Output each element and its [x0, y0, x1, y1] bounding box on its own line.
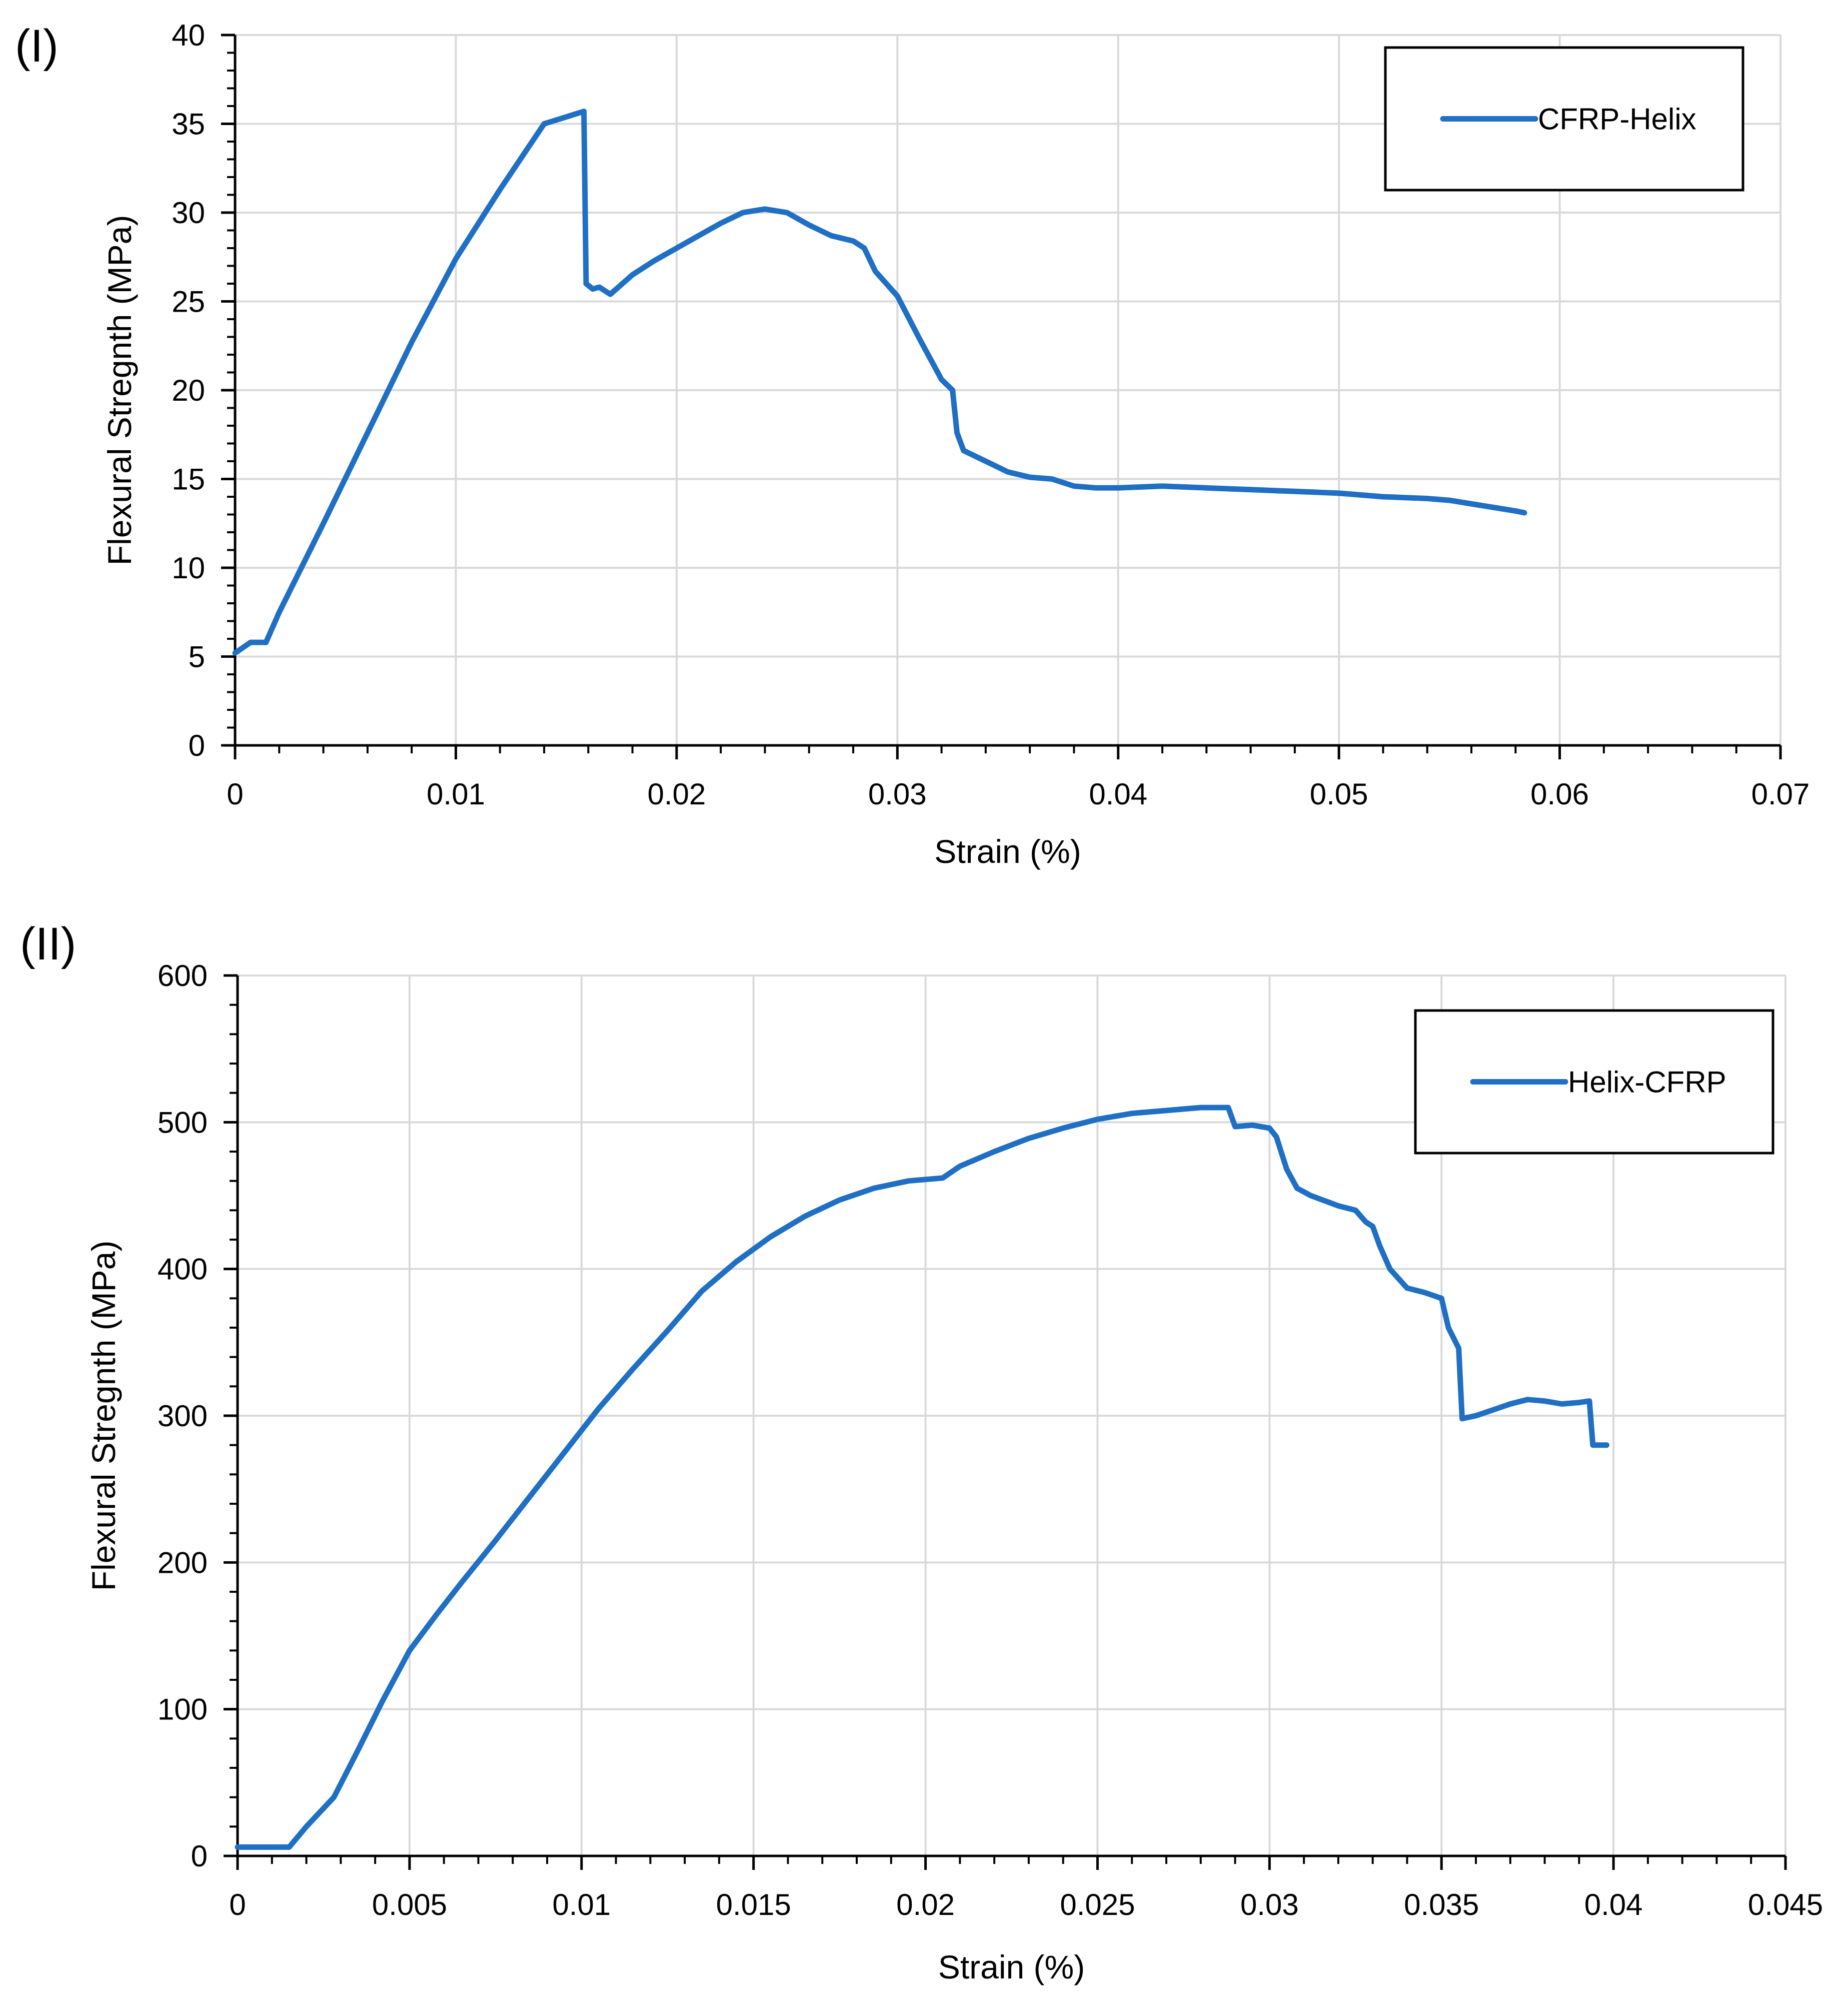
- x-tick-label: 0.05: [1310, 777, 1368, 811]
- x-tick-label: 0.01: [552, 1888, 611, 1921]
- panel-label-i: (I): [15, 21, 59, 72]
- y-tick-label: 25: [172, 285, 205, 319]
- x-tick-label: 0.04: [1089, 777, 1147, 811]
- x-tick-label: 0.025: [1060, 1888, 1135, 1921]
- x-tick-label: 0.06: [1530, 777, 1589, 811]
- x-tick-label: 0.03: [868, 777, 927, 811]
- y-tick-label: 10: [172, 551, 205, 585]
- series-line: [232, 109, 1527, 656]
- y-tick-label: 100: [158, 1693, 208, 1726]
- y-tick-label: 200: [158, 1546, 208, 1579]
- y-tick-label: 35: [172, 108, 205, 141]
- x-axis-title: Strain (%): [938, 1948, 1085, 1985]
- x-tick-label: 0.02: [896, 1888, 955, 1921]
- x-tick-label: 0: [227, 777, 243, 811]
- y-tick-label: 0: [191, 1839, 208, 1873]
- y-tick-label: 500: [158, 1106, 208, 1139]
- y-tick-label: 600: [158, 959, 208, 992]
- y-axis-title: Flexural Stregnth (MPa): [85, 1241, 122, 1591]
- x-tick-label: 0.005: [372, 1888, 447, 1921]
- x-tick-label: 0.035: [1404, 1888, 1479, 1921]
- y-tick-label: 300: [158, 1399, 208, 1433]
- x-tick-label: 0.03: [1240, 1888, 1299, 1921]
- y-tick-label: 5: [189, 640, 205, 674]
- x-axis-title: Strain (%): [934, 833, 1081, 870]
- y-tick-label: 0: [189, 729, 205, 762]
- y-tick-label: 400: [158, 1253, 208, 1286]
- y-tick-label: 40: [172, 19, 205, 52]
- x-tick-label: 0: [229, 1888, 246, 1921]
- series-line: [235, 1105, 1609, 1850]
- x-tick-label: 0.07: [1751, 777, 1810, 811]
- y-tick-label: 20: [172, 374, 205, 407]
- x-tick-label: 0.01: [427, 777, 485, 811]
- y-axis-title: Flexural Stregnth (MPa): [101, 215, 138, 566]
- legend-label: Helix-CFRP: [1568, 1066, 1726, 1099]
- y-tick-label: 15: [172, 463, 205, 496]
- x-tick-label: 0.02: [647, 777, 706, 811]
- x-tick-label: 0.045: [1748, 1888, 1823, 1921]
- panel-label-ii: (II): [20, 918, 77, 969]
- x-tick-label: 0.015: [716, 1888, 791, 1921]
- legend-label: CFRP-Helix: [1538, 103, 1696, 136]
- y-tick-label: 30: [172, 196, 205, 230]
- x-tick-label: 0.04: [1584, 1888, 1643, 1921]
